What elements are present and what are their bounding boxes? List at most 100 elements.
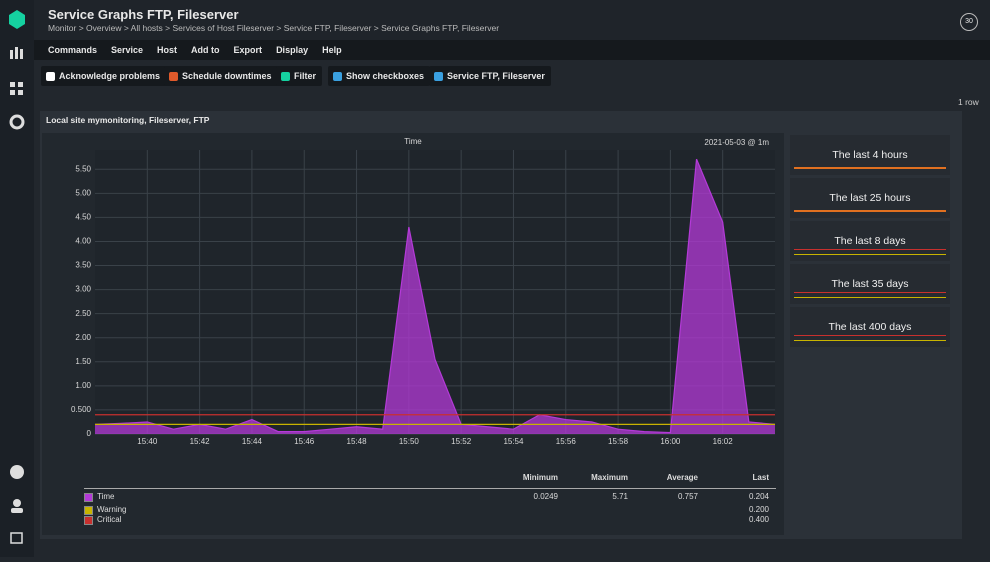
x-tick-label: 15:56 [556,437,577,446]
y-tick-label: 2.00 [75,333,91,342]
menu-bar: Commands Service Host Add to Export Display He… [34,40,990,60]
legend-column-header: Last [752,473,769,482]
timerange-label: The last 8 days [834,235,906,247]
mini-line [794,335,946,336]
toolbar-button[interactable]: Acknowledge problems [41,66,167,86]
toolbar-button[interactable]: Service FTP, Fileserver [429,66,551,86]
panel-title: Local site mymonitoring, Fileserver, FTP [46,115,210,125]
icon[interactable] [10,82,15,87]
legend-swatch [84,493,93,502]
menu-item[interactable]: Commands [48,45,98,55]
icon [11,508,23,513]
toolbar-button[interactable]: Schedule downtimes [164,66,278,86]
sidebar-icons [9,10,25,544]
timerange[interactable]: The last 25 hours [790,178,950,218]
mini-line [794,292,946,293]
y-tick-label: 3.00 [75,285,91,294]
legend-value: 0.757 [677,492,698,501]
button-icon [333,72,342,81]
x-tick-label: 15:48 [347,437,368,446]
x-tick-label: 16:02 [713,437,734,446]
breadcrumb[interactable]: Monitor > Overview > All hosts > Service… [48,23,500,33]
mini-line [794,340,946,341]
legend-value: 0.204 [748,492,769,501]
chart: Time 2021-05-03 @ 1m 0 0.500 1.00 1.50 2.00 2… [71,137,776,446]
x-tick-label: 15:46 [294,437,315,446]
icon[interactable] [10,50,13,59]
refresh[interactable]: 30 [960,13,978,31]
icon [15,47,18,59]
icon[interactable] [9,114,25,130]
mini-line [794,297,946,298]
menu-item[interactable]: Help [322,45,342,55]
menu-item[interactable]: Export [233,45,263,55]
menu-item[interactable]: Service [111,45,144,55]
line [94,158,776,434]
header: Service Graphs FTP, Fileserver Monitor >… [34,0,990,40]
timerange-label: The last 25 hours [829,192,911,204]
timerange-label: The last 400 days [828,321,912,333]
toolbar-button[interactable]: Filter [276,66,323,86]
timerange[interactable]: The last 400 days [790,307,950,347]
x-tick-label: 15:40 [137,437,158,446]
y-tick-label: 4.50 [75,212,91,221]
timerange[interactable]: The last 35 days [790,264,950,304]
menu-item[interactable]: Host [157,45,178,55]
area [95,159,775,435]
y-tick-label: 3.50 [75,261,91,270]
chart-title: Time [404,137,422,146]
legend-swatch [84,516,93,525]
x-tick-label: 15:44 [242,437,263,446]
page-title: Service Graphs FTP, Fileserver [48,7,239,22]
timerange-label: The last 35 days [831,278,909,290]
menu-item[interactable]: Display [276,45,309,55]
legend-column-header: Average [666,473,698,482]
x-tick-label: 16:00 [660,437,681,446]
button-label: Filter [294,71,317,81]
x-tick-label: 15:50 [399,437,420,446]
legend-rule [84,488,776,489]
icon[interactable] [10,465,24,479]
menu-item[interactable]: Add to [191,45,220,55]
y-tick-label: 0.500 [71,405,92,414]
icon [18,82,23,87]
toolbar-button[interactable]: Show checkboxes [328,66,431,86]
icon[interactable] [10,532,23,544]
button-label: Service FTP, Fileserver [447,71,545,81]
button-label: Acknowledge problems [59,71,161,81]
sidebar [0,0,34,557]
y-tick-label: 0 [87,429,92,438]
legend-name: Critical [97,515,122,524]
button-icon [46,72,55,81]
timerange[interactable]: The last 4 hours [790,135,950,175]
y-tick-label: 2.50 [75,309,91,318]
x-tick-label: 15:52 [451,437,472,446]
icon [10,90,15,95]
mini-line [794,254,946,255]
timerange[interactable]: The last 8 days [790,221,950,261]
row-count: 1 row [958,97,979,107]
logo[interactable] [9,10,25,29]
legend-value: 5.71 [612,492,628,501]
y-tick-label: 1.50 [75,357,91,366]
y-tick-label: 5.00 [75,188,91,197]
y-tick-label: 5.50 [75,164,91,173]
legend-column-header: Maximum [591,473,628,482]
mini-line [794,210,946,212]
button-icon [434,72,443,81]
legend-value: 0.0249 [533,492,558,501]
legend-swatch [84,506,93,515]
x-tick-label: 15:58 [608,437,629,446]
button-icon [281,72,290,81]
button-label: Show checkboxes [346,71,425,81]
x-tick-label: 15:42 [190,437,211,446]
y-tick-label: 1.00 [75,381,91,390]
x-tick-label: 15:54 [503,437,524,446]
legend-name: Time [97,492,115,501]
annotation: 2021-05-03 @ 1m [704,138,769,147]
icon[interactable] [13,499,21,507]
legend-name: Warning [97,505,127,514]
legend-value: 0.400 [748,515,769,524]
legend-value: 0.200 [748,505,769,514]
